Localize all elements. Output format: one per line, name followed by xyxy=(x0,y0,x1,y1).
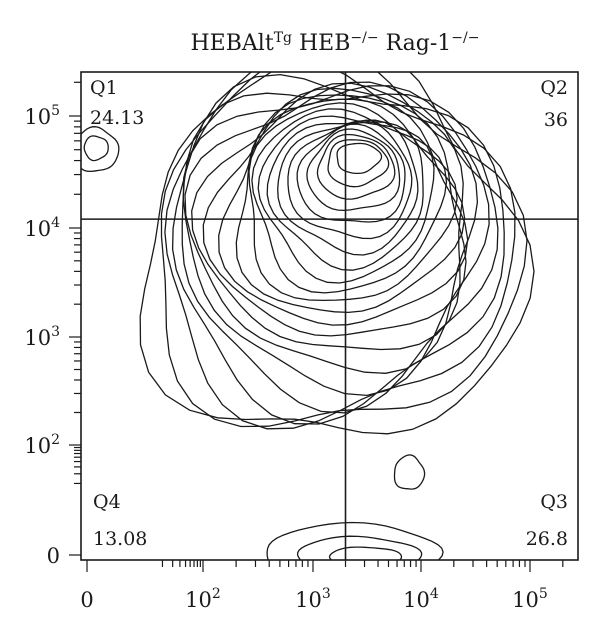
quadrant-labels: Q1 24.13 Q2 36 Q3 26.8 Q4 13.08 xyxy=(90,77,568,550)
contour-level xyxy=(277,119,419,256)
quadrant-name-q3: Q3 xyxy=(540,491,568,513)
contour-level xyxy=(202,87,467,337)
title-part2-sup: −/− xyxy=(350,30,378,46)
contour-level xyxy=(251,108,448,294)
x-tick-label: 103 xyxy=(295,586,331,612)
contour-island xyxy=(393,454,426,490)
plot-frame xyxy=(80,71,579,561)
contour-level xyxy=(287,120,413,240)
contour-level xyxy=(306,128,401,212)
contour-level xyxy=(164,72,516,430)
x-axis-ticks xyxy=(86,560,564,572)
title-part1: HEBAlt xyxy=(191,31,274,56)
quadrant-name-q2: Q2 xyxy=(540,77,568,99)
contour-level xyxy=(181,92,499,414)
title-part3-sup: −/− xyxy=(451,30,479,46)
y-tick-label: 104 xyxy=(24,215,60,241)
contour-bottom xyxy=(266,521,444,560)
contour-level xyxy=(257,115,435,284)
y-tick-label: 0 xyxy=(47,544,60,568)
contour-level xyxy=(327,139,390,188)
contour-level xyxy=(191,82,464,351)
y-tick-label: 105 xyxy=(24,103,60,129)
contour-level xyxy=(336,142,383,175)
contour-level xyxy=(235,98,466,314)
quadrant-percent-q3: 26.8 xyxy=(526,528,568,550)
quadrant-percent-q2: 36 xyxy=(544,109,568,131)
y-axis-tick-labels: 0 102 103 104 105 xyxy=(24,103,60,568)
contour-level xyxy=(184,81,479,374)
x-tick-label: 102 xyxy=(185,586,221,612)
x-tick-label: 105 xyxy=(512,586,548,612)
y-tick-label: 103 xyxy=(24,324,60,350)
quadrant-name-q4: Q4 xyxy=(93,491,121,513)
contour-lines xyxy=(81,72,535,560)
y-tick-label: 102 xyxy=(24,432,60,458)
quadrant-name-q1: Q1 xyxy=(90,77,118,99)
x-tick-label: 0 xyxy=(80,588,93,612)
contour-level xyxy=(182,85,490,397)
quadrant-percent-q1: 24.13 xyxy=(90,107,144,129)
title-part1-sup: Tg xyxy=(274,30,292,46)
contour-bottom xyxy=(328,546,403,560)
x-tick-label: 104 xyxy=(403,586,439,612)
title-part2: HEB xyxy=(292,31,350,56)
contour-island xyxy=(83,135,109,162)
title-part3: Rag-1 xyxy=(379,31,452,56)
contour-level xyxy=(160,72,528,428)
y-axis-ticks xyxy=(69,81,81,556)
quadrant-percent-q4: 13.08 xyxy=(93,528,147,550)
x-axis-tick-labels: 0 102 103 104 105 xyxy=(80,586,548,612)
contour-island xyxy=(81,126,120,173)
chart-title: HEBAltTg HEB−/− Rag-1−/− xyxy=(191,30,480,56)
contour-level xyxy=(316,133,396,200)
contour-level xyxy=(139,72,535,435)
contour-bottom xyxy=(296,535,423,560)
